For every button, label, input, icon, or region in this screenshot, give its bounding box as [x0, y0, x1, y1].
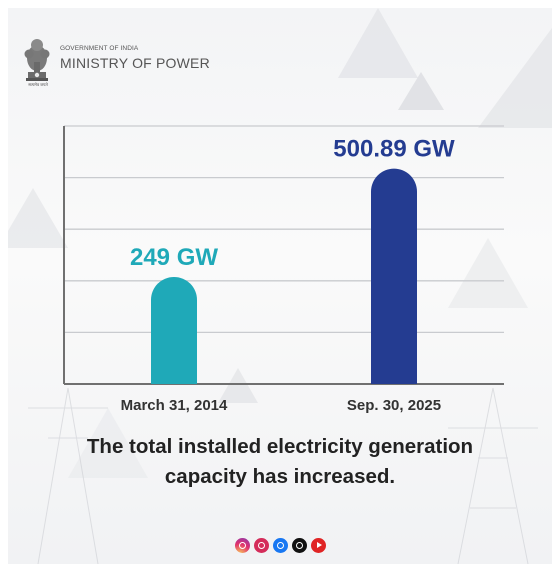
data-label-1: 249 GW [130, 244, 218, 271]
x-tick-label-2: Sep. 30, 2025 [347, 397, 441, 414]
summary-caption-line-2: capacity has increased. [164, 465, 396, 488]
government-of-india-label: GOVERNMENT OF INDIA [60, 45, 139, 52]
instagram-icon[interactable] [234, 538, 250, 553]
bar-2 [371, 168, 418, 384]
summary-caption-line-1: The total installed electricity generati… [86, 435, 474, 458]
data-label-2: 500.89 GW [333, 136, 455, 163]
bar-1 [151, 276, 197, 384]
ministry-of-power-label: MINISTRY OF POWER [60, 55, 210, 71]
capacity-bar-chart: 249 GW March 31, 2014 500.89 GW Sep. 30, 20… [63, 125, 504, 414]
ministry-header: सत्यमेव जयते GOVERNMENT OF INDIA MINISTR… [22, 32, 282, 92]
koo-icon[interactable] [253, 538, 269, 553]
facebook-icon[interactable] [272, 538, 288, 553]
infographic-card: सत्यमेव जयते GOVERNMENT OF INDIA MINISTR… [8, 8, 552, 564]
social-media-icons [218, 538, 342, 556]
emblem-caption: सत्यमेव जयते [28, 82, 48, 87]
background-decoration [8, 8, 552, 564]
youtube-icon[interactable] [310, 538, 326, 553]
x-tick-label-1: March 31, 2014 [121, 397, 228, 414]
national-emblem-icon [24, 39, 50, 81]
summary-caption: The total installed electricity generati… [28, 432, 532, 492]
x-icon[interactable] [291, 538, 307, 553]
